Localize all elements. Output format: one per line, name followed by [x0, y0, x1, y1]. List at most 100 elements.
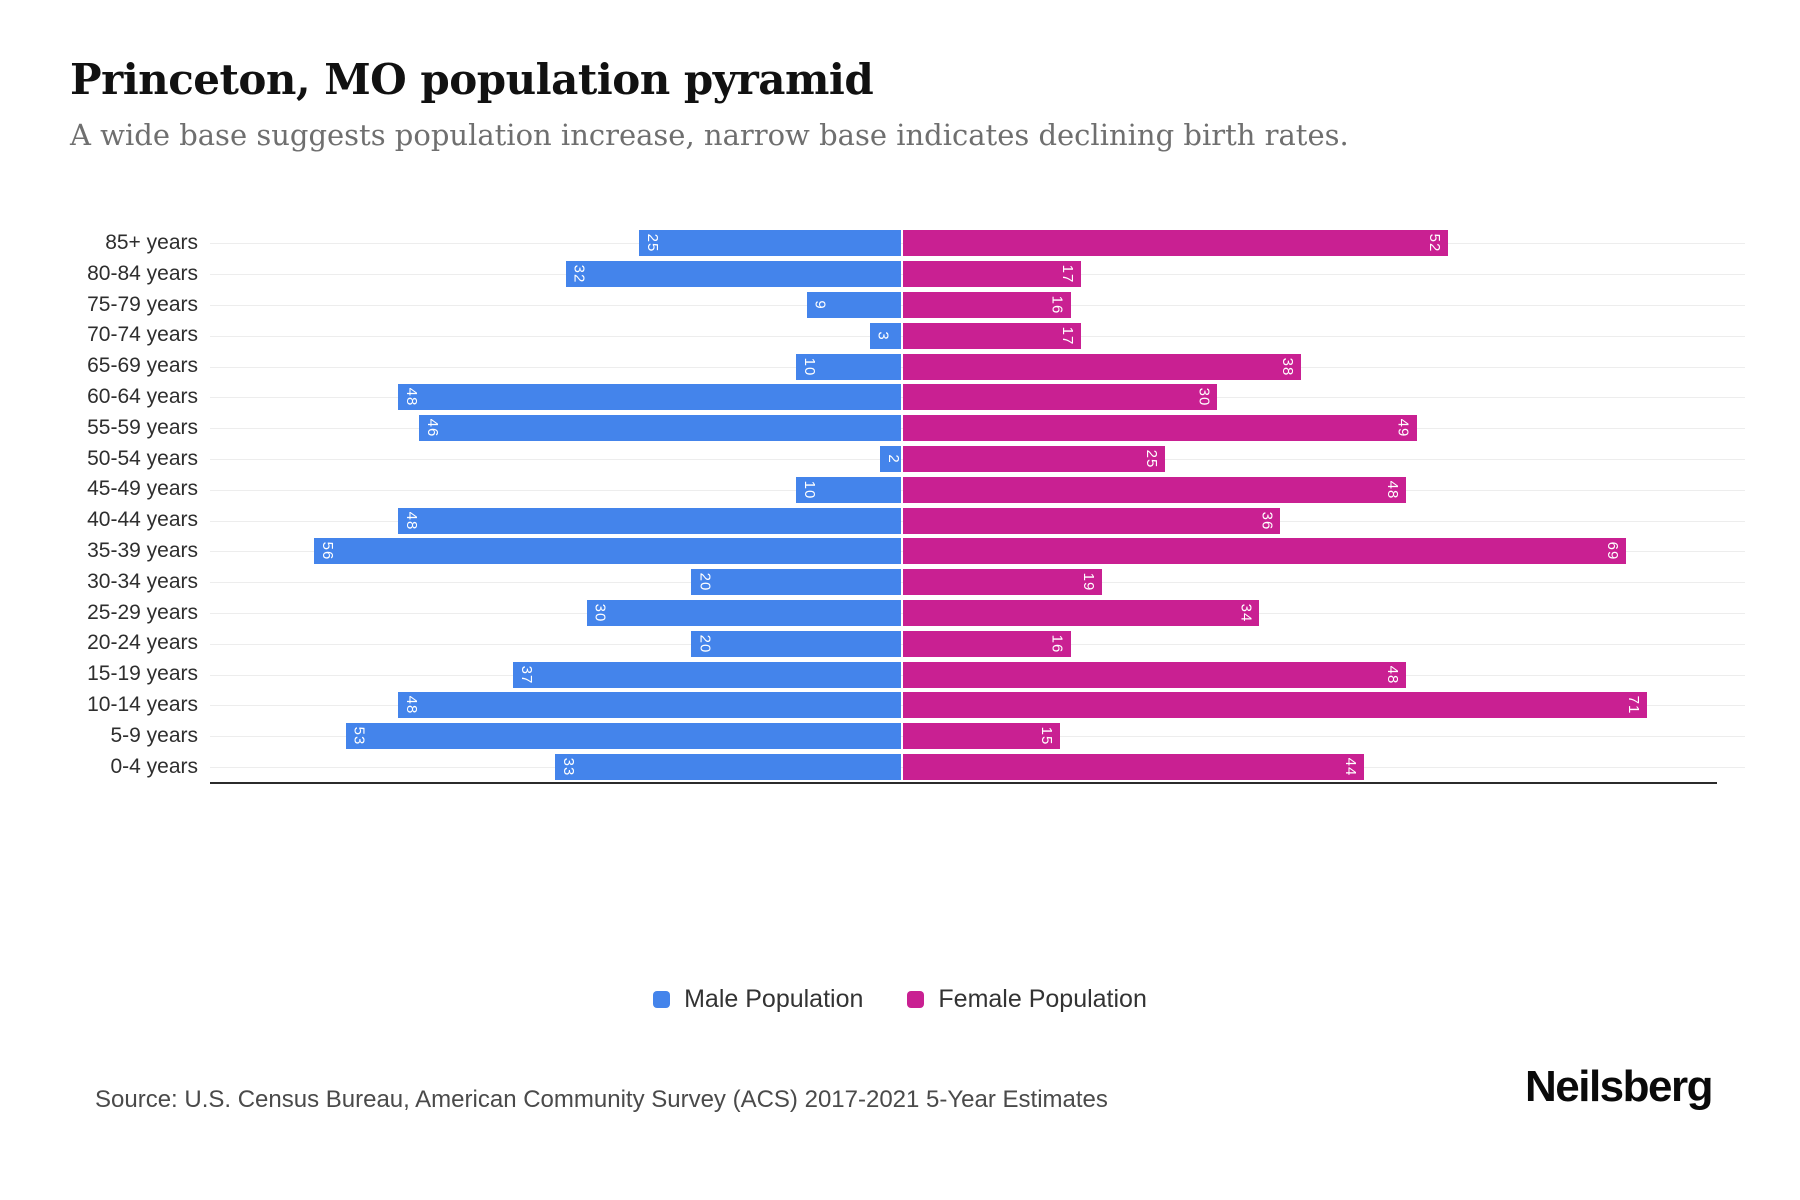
female-bar: 19 [902, 569, 1103, 596]
male-cell: 20 [210, 628, 901, 659]
female-bar: 49 [902, 415, 1417, 442]
female-cell: 48 [901, 659, 1745, 690]
female-bar: 69 [902, 538, 1627, 565]
female-value-label: 69 [1604, 542, 1622, 561]
page-title: Princeton, MO population pyramid [70, 55, 874, 104]
age-label: 75-79 years [87, 292, 198, 316]
age-label: 15-19 years [87, 662, 198, 686]
plot-area: 48 36 [210, 505, 1745, 536]
age-row: 60-64 years 48 30 [0, 382, 1745, 413]
male-value-label: 25 [643, 234, 661, 253]
male-value-label: 9 [811, 300, 829, 310]
female-bar: 16 [902, 291, 1071, 318]
age-row: 35-39 years 56 69 [0, 536, 1745, 567]
male-cell: 20 [210, 567, 901, 598]
age-row: 65-69 years 10 38 [0, 351, 1745, 382]
male-value-label: 20 [696, 572, 714, 592]
age-row: 55-59 years 46 49 [0, 413, 1745, 444]
female-cell: 44 [901, 752, 1745, 783]
female-value-label: 17 [1059, 264, 1077, 284]
male-legend-label: Male Population [684, 985, 864, 1013]
age-row: 80-84 years 32 17 [0, 259, 1745, 290]
age-row: 40-44 years 48 36 [0, 505, 1745, 536]
male-value-label: 53 [350, 726, 368, 746]
male-cell: 10 [210, 474, 901, 505]
male-bar: 10 [796, 353, 901, 380]
age-label: 0-4 years [110, 754, 198, 778]
female-value-label: 16 [1048, 634, 1066, 654]
male-cell: 33 [210, 752, 901, 783]
age-label: 50-54 years [87, 446, 198, 470]
male-cell: 37 [210, 659, 901, 690]
female-value-label: 36 [1258, 511, 1276, 530]
female-cell: 15 [901, 721, 1745, 752]
age-label: 85+ years [105, 231, 198, 254]
age-row: 85+ years 25 52 [0, 228, 1745, 259]
female-value-label: 19 [1080, 572, 1098, 592]
plot-area: 30 34 [210, 598, 1745, 629]
female-cell: 16 [901, 290, 1745, 321]
female-value-label: 38 [1279, 357, 1297, 376]
plot-area: 37 48 [210, 659, 1745, 690]
male-bar: 48 [397, 507, 901, 534]
male-value-label: 37 [518, 665, 536, 684]
male-value-label: 33 [560, 757, 578, 777]
female-value-label: 16 [1048, 295, 1066, 315]
female-cell: 25 [901, 444, 1745, 475]
female-value-label: 34 [1237, 603, 1255, 623]
male-cell: 10 [210, 351, 901, 382]
age-row: 20-24 years 20 16 [0, 628, 1745, 659]
plot-area: 48 30 [210, 382, 1745, 413]
female-cell: 17 [901, 320, 1745, 351]
male-bar: 48 [397, 692, 901, 719]
female-bar: 17 [902, 322, 1082, 349]
age-row: 0-4 years 33 44 [0, 752, 1745, 783]
female-value-label: 48 [1384, 665, 1402, 684]
female-cell: 16 [901, 628, 1745, 659]
female-cell: 48 [901, 474, 1745, 505]
female-value-label: 48 [1384, 480, 1402, 500]
female-bar: 52 [902, 230, 1448, 257]
female-bar: 36 [902, 507, 1281, 534]
female-value-label: 49 [1394, 418, 1412, 438]
female-bar: 34 [902, 599, 1260, 626]
age-row: 70-74 years 3 17 [0, 320, 1745, 351]
male-bar: 25 [638, 230, 901, 257]
female-bar: 38 [902, 353, 1302, 380]
plot-area: 53 15 [210, 721, 1745, 752]
age-row: 45-49 years 10 48 [0, 474, 1745, 505]
age-label: 65-69 years [87, 354, 198, 378]
age-label: 30-34 years [87, 569, 198, 593]
age-row: 10-14 years 48 71 [0, 690, 1745, 721]
female-bar: 71 [902, 692, 1648, 719]
female-value-label: 30 [1195, 388, 1213, 407]
male-cell: 3 [210, 320, 901, 351]
plot-area: 56 69 [210, 536, 1745, 567]
male-bar: 30 [586, 599, 901, 626]
plot-area: 10 38 [210, 351, 1745, 382]
male-bar: 9 [806, 291, 901, 318]
age-label: 60-64 years [87, 384, 198, 408]
female-cell: 69 [901, 536, 1745, 567]
female-cell: 30 [901, 382, 1745, 413]
male-bar: 20 [691, 569, 901, 596]
page-subtitle: A wide base suggests population increase… [70, 118, 1349, 152]
male-bar: 37 [513, 661, 901, 688]
female-bar: 48 [902, 661, 1407, 688]
age-row: 25-29 years 30 34 [0, 598, 1745, 629]
female-cell: 17 [901, 259, 1745, 290]
male-bar: 2 [880, 445, 902, 472]
male-bar: 3 [869, 322, 901, 349]
female-cell: 34 [901, 598, 1745, 629]
age-label: 35-39 years [87, 538, 198, 562]
age-row: 50-54 years 2 25 [0, 444, 1745, 475]
male-cell: 32 [210, 259, 901, 290]
female-value-label: 44 [1342, 757, 1360, 777]
female-bar: 44 [902, 753, 1365, 780]
male-value-label: 48 [402, 696, 420, 715]
age-label: 5-9 years [110, 723, 198, 747]
female-cell: 19 [901, 567, 1745, 598]
female-bar: 17 [902, 261, 1082, 288]
male-value-label: 48 [402, 511, 420, 530]
